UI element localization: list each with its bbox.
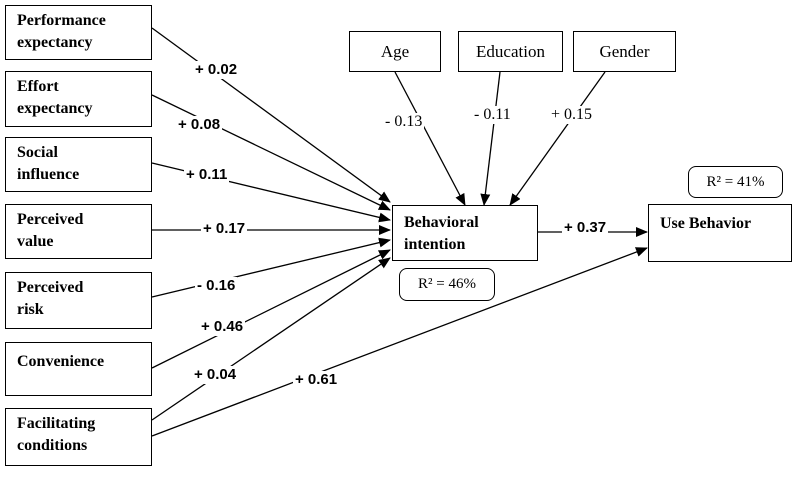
arrow-ee-to-bi bbox=[151, 94, 391, 211]
box-age: Age bbox=[349, 31, 441, 72]
arrow-age-to-bi bbox=[394, 71, 466, 206]
coef-effort-expectancy: + 0.08 bbox=[176, 116, 223, 134]
box-perceived-risk: Perceived risk bbox=[5, 272, 152, 329]
box-use-behavior: Use Behavior bbox=[648, 204, 792, 262]
box-facilitating-conditions: Facilitating conditions bbox=[5, 408, 152, 466]
box-convenience: Convenience bbox=[5, 342, 152, 396]
coef-fc-to-use: + 0.61 bbox=[293, 371, 340, 389]
arrow-pr-to-bi bbox=[151, 237, 391, 298]
arrow-fc-to-use bbox=[151, 247, 648, 437]
coef-perceived-risk: - 0.16 bbox=[195, 277, 238, 295]
box-performance-expectancy: Performance expectancy bbox=[5, 5, 152, 60]
coef-facilitating-conditions: + 0.04 bbox=[192, 366, 239, 384]
coef-education: - 0.11 bbox=[472, 106, 513, 124]
arrow-cv-to-bi bbox=[151, 249, 391, 369]
r2-behavioral-intention: R² = 46% bbox=[399, 268, 495, 301]
coef-convenience: + 0.46 bbox=[199, 318, 246, 336]
coef-perceived-value: + 0.17 bbox=[201, 220, 248, 238]
coef-social-influence: + 0.11 bbox=[184, 166, 230, 184]
coef-age: - 0.13 bbox=[383, 113, 425, 131]
box-behavioral-intention: Behavioral intention bbox=[392, 205, 538, 261]
box-effort-expectancy: Effort expectancy bbox=[5, 71, 152, 127]
r2-use-behavior: R² = 41% bbox=[688, 166, 783, 198]
box-gender: Gender bbox=[573, 31, 676, 72]
box-perceived-value: Perceived value bbox=[5, 204, 152, 259]
coef-performance-expectancy: + 0.02 bbox=[193, 61, 240, 79]
arrow-pe-to-bi bbox=[151, 27, 391, 203]
coef-bi-to-use: + 0.37 bbox=[562, 219, 609, 237]
box-education: Education bbox=[458, 31, 563, 72]
arrow-fc-to-bi bbox=[151, 257, 391, 421]
arrow-gen-to-bi bbox=[509, 71, 606, 206]
coef-gender: + 0.15 bbox=[549, 106, 595, 124]
arrow-edu-to-bi bbox=[480, 71, 501, 206]
box-social-influence: Social influence bbox=[5, 137, 152, 192]
